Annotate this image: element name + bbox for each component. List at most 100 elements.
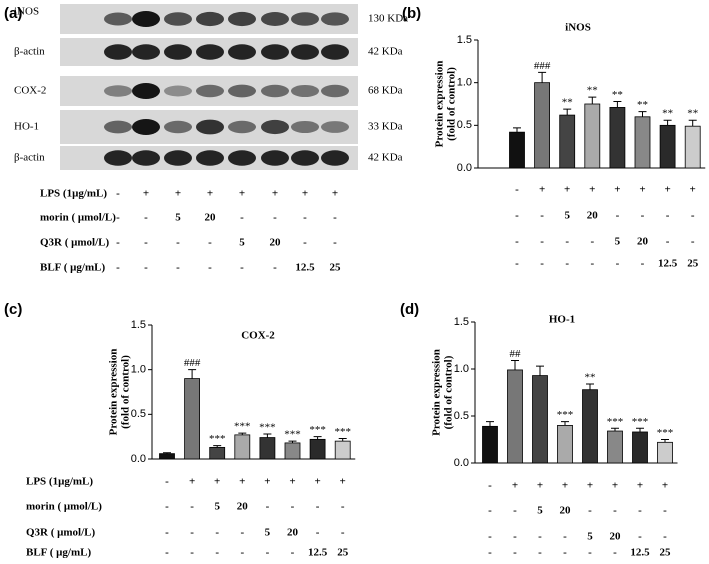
significance: ** bbox=[687, 108, 698, 120]
bar bbox=[634, 116, 651, 169]
bar bbox=[657, 441, 673, 464]
condition-value: + bbox=[189, 476, 195, 488]
condition-value: - bbox=[540, 236, 544, 248]
condition-value: - bbox=[116, 262, 120, 274]
blot-band bbox=[132, 150, 160, 166]
condition-value: - bbox=[190, 547, 194, 559]
condition-value: - bbox=[165, 501, 169, 513]
significance: ** bbox=[585, 372, 596, 384]
blot-band bbox=[228, 150, 256, 166]
significance: *** bbox=[632, 416, 649, 428]
condition-value: 25 bbox=[330, 262, 342, 274]
y-tick-label: 0.0 bbox=[131, 453, 146, 465]
condition-value: - bbox=[240, 527, 244, 539]
blot-band bbox=[321, 150, 349, 166]
bar bbox=[234, 434, 251, 460]
condition-value: 12.5 bbox=[295, 262, 315, 274]
error-bar bbox=[238, 432, 247, 435]
significance: *** bbox=[607, 416, 624, 428]
bar bbox=[684, 125, 701, 169]
condition-value: - bbox=[641, 210, 645, 222]
condition-value: - bbox=[116, 212, 120, 224]
condition-value: - bbox=[165, 547, 169, 559]
condition-value: 12.5 bbox=[308, 547, 328, 559]
condition-value: + bbox=[214, 476, 220, 488]
condition-value: + bbox=[639, 184, 645, 196]
blot-band bbox=[261, 84, 289, 98]
condition-value: - bbox=[144, 262, 148, 274]
blot-band bbox=[321, 44, 349, 60]
condition-value: - bbox=[663, 505, 667, 517]
condition-value: - bbox=[613, 547, 617, 559]
bar bbox=[609, 107, 626, 169]
condition-label: morin ( μmol/L) bbox=[40, 212, 116, 224]
error-bar bbox=[486, 421, 494, 427]
panel-label: (c) bbox=[4, 301, 22, 318]
condition-value: - bbox=[240, 262, 244, 274]
panel-label: (d) bbox=[400, 301, 419, 318]
blot-band bbox=[164, 44, 192, 60]
condition-value: + bbox=[537, 480, 543, 492]
condition-value: - bbox=[590, 236, 594, 248]
error-bar bbox=[638, 111, 647, 117]
bar bbox=[582, 389, 598, 464]
condition-value: - bbox=[565, 236, 569, 248]
condition-value: - bbox=[515, 184, 519, 196]
condition-value: - bbox=[588, 505, 592, 517]
chart-title: HO-1 bbox=[549, 314, 575, 326]
bar bbox=[159, 453, 175, 460]
condition-value: - bbox=[488, 480, 492, 492]
band-name: HO-1 bbox=[14, 121, 39, 133]
error-bar bbox=[586, 383, 594, 390]
blot-band bbox=[196, 44, 224, 60]
condition-value: - bbox=[116, 188, 120, 200]
condition-value: - bbox=[333, 212, 337, 224]
y-tick-label: 0.5 bbox=[454, 410, 469, 422]
condition-value: - bbox=[538, 531, 542, 543]
blot-band bbox=[321, 121, 349, 133]
blot-band bbox=[291, 12, 319, 26]
error-bar bbox=[213, 445, 222, 448]
condition-value: - bbox=[691, 236, 695, 248]
condition-value: 25 bbox=[337, 547, 349, 559]
condition-value: - bbox=[513, 531, 517, 543]
condition-value: - bbox=[538, 547, 542, 559]
bar bbox=[659, 124, 676, 169]
significance: *** bbox=[334, 426, 351, 438]
condition-value: 20 bbox=[610, 531, 622, 543]
condition-value: - bbox=[341, 501, 345, 513]
error-bar bbox=[563, 108, 572, 116]
condition-value: + bbox=[289, 476, 295, 488]
condition-value: - bbox=[273, 212, 277, 224]
condition-value: 20 bbox=[587, 210, 599, 222]
blot-band bbox=[132, 119, 160, 135]
condition-value: + bbox=[637, 480, 643, 492]
condition-value: - bbox=[590, 258, 594, 270]
y-tick-label: 0.0 bbox=[457, 162, 472, 174]
y-axis-label: Protein expression bbox=[431, 349, 443, 436]
condition-value: - bbox=[165, 527, 169, 539]
condition-value: 20 bbox=[205, 212, 217, 224]
condition-value: - bbox=[515, 258, 519, 270]
condition-value: - bbox=[144, 212, 148, 224]
y-tick-label: 1.5 bbox=[131, 319, 146, 331]
significance: ## bbox=[510, 348, 522, 360]
condition-value: - bbox=[691, 210, 695, 222]
error-bar bbox=[288, 440, 297, 443]
condition-value: 20 bbox=[637, 236, 649, 248]
error-bar bbox=[536, 365, 544, 376]
condition-value: - bbox=[565, 258, 569, 270]
y-axis-label: (fold of control) bbox=[443, 355, 455, 429]
blot-band bbox=[104, 12, 132, 26]
condition-value: - bbox=[215, 527, 219, 539]
condition-value: - bbox=[613, 505, 617, 517]
blot-band bbox=[228, 44, 256, 60]
y-tick-label: 0.5 bbox=[131, 408, 146, 420]
blot-band bbox=[261, 12, 289, 26]
bar bbox=[534, 82, 550, 169]
condition-value: + bbox=[302, 188, 308, 200]
bar bbox=[209, 446, 226, 460]
condition-value: - bbox=[303, 212, 307, 224]
error-bar bbox=[263, 433, 272, 438]
